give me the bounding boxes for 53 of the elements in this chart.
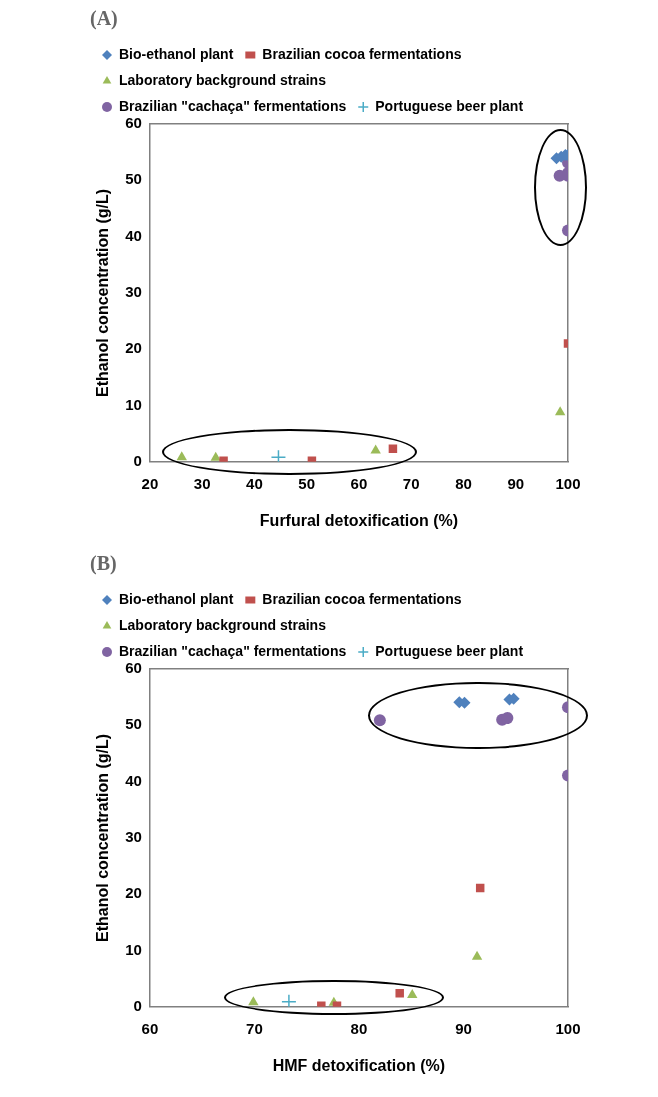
legend-label: Brazilian "cachaça" fermentations [119, 642, 347, 659]
legend-label: Laboratory background strains [119, 71, 327, 88]
y-tick-label: 0 [133, 451, 142, 469]
x-tick-label: 50 [298, 474, 316, 492]
x-axis-title: HMF detoxification (%) [272, 1056, 446, 1074]
legend-label: Brazilian cocoa fermentations [262, 45, 462, 62]
x-tick-label: 80 [350, 1019, 368, 1037]
x-tick-label: 80 [455, 474, 472, 492]
x-tick-label: 70 [246, 1019, 263, 1037]
y-tick-label: 40 [125, 226, 142, 244]
point [281, 993, 297, 1007]
y-tick-label: 30 [125, 828, 142, 846]
y-tick-label: 20 [125, 339, 142, 357]
x-tick-label: 90 [507, 474, 525, 492]
y-axis-title: Ethanol concentration (g/L) [94, 188, 112, 397]
point [176, 451, 187, 461]
point [554, 406, 566, 416]
point [270, 449, 287, 462]
x-tick-label: 100 [555, 1019, 581, 1037]
y-tick-label: 50 [125, 170, 142, 188]
chart-title: (A) [90, 7, 118, 31]
x-tick-label: 40 [246, 474, 263, 492]
point [373, 714, 386, 727]
x-axis-title: Furfural detoxification (%) [259, 511, 459, 529]
x-tick-label: 100 [555, 474, 581, 492]
legend-label: Portuguese beer plant [375, 642, 524, 659]
y-tick-label: 50 [125, 715, 142, 733]
legend-label: Portuguese beer plant [375, 97, 524, 114]
y-tick-label: 10 [125, 940, 142, 958]
x-tick-label: 90 [455, 1019, 472, 1037]
point [210, 451, 221, 461]
legend-label: Brazilian cocoa fermentations [262, 590, 462, 607]
y-tick-label: 20 [125, 884, 142, 902]
y-tick-label: 60 [125, 659, 142, 677]
y-tick-label: 40 [125, 771, 142, 789]
legend-label: Brazilian "cachaça" fermentations [119, 97, 347, 114]
y-tick-label: 10 [125, 395, 142, 413]
legend-label: Bio-ethanol plant [119, 45, 234, 62]
point [248, 996, 259, 1006]
point [407, 988, 418, 998]
y-tick-label: 30 [125, 283, 142, 301]
x-tick-label: 60 [350, 474, 368, 492]
point [370, 444, 381, 454]
chart-title: (B) [90, 552, 117, 576]
y-tick-label: 0 [133, 996, 142, 1014]
point [395, 989, 404, 998]
x-tick-label: 70 [402, 474, 420, 492]
point [471, 950, 483, 960]
legend-label: Bio-ethanol plant [119, 590, 234, 607]
y-tick-label: 60 [125, 114, 142, 132]
legend-label: Laboratory background strains [119, 616, 327, 633]
y-axis-title: Ethanol concentration (g/L) [94, 733, 112, 942]
x-tick-label: 30 [193, 474, 211, 492]
